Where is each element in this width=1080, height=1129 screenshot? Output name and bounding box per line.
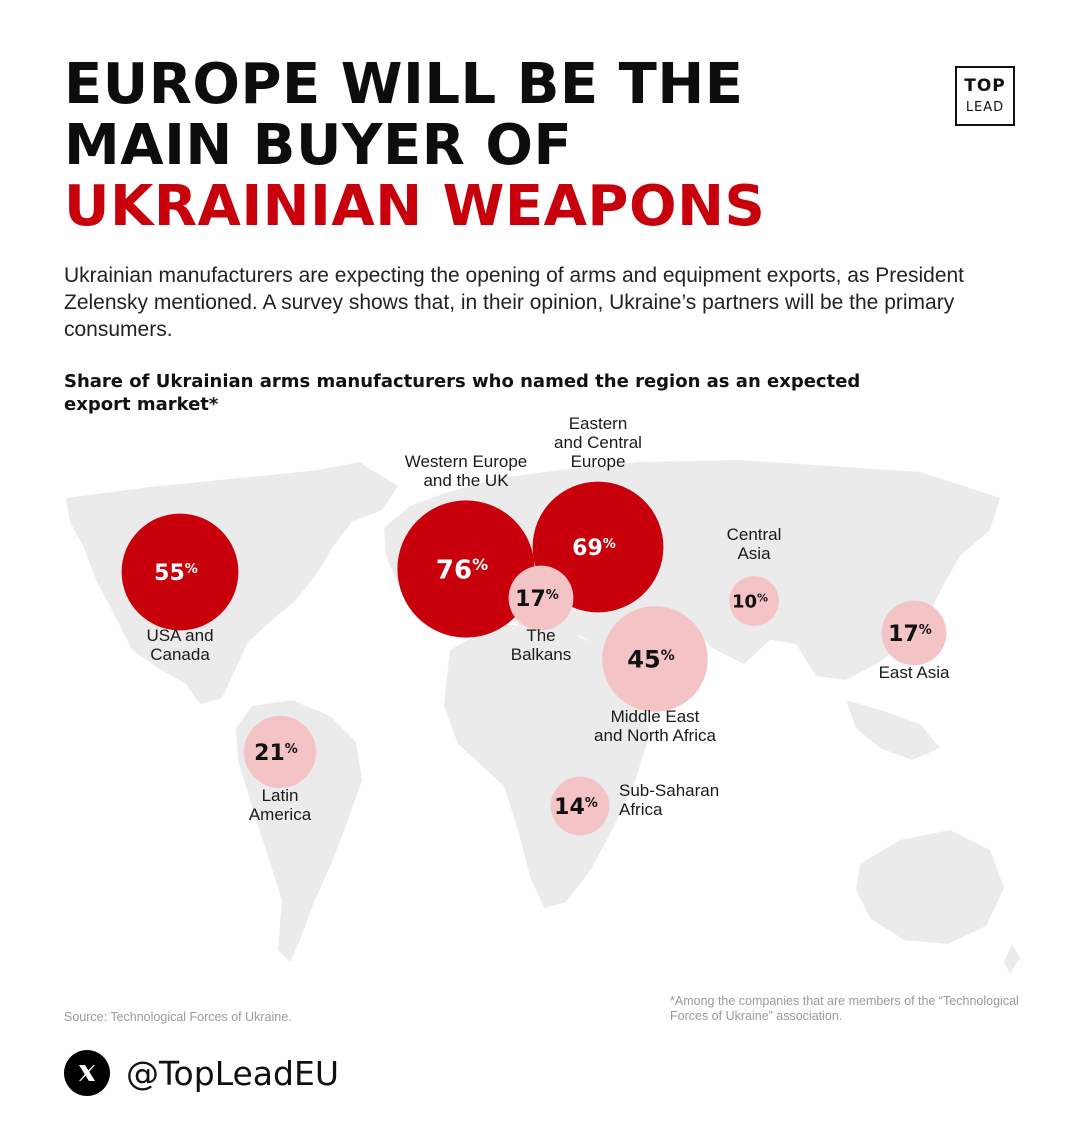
region-label-line: Canada [150, 645, 210, 664]
source-note: Source: Technological Forces of Ukraine. [64, 1010, 292, 1024]
region-label-line: America [249, 805, 312, 824]
greenland-shape [318, 462, 376, 496]
bubble-usa-and-canada [121, 513, 239, 631]
bubble-western-europe-and-the-uk [397, 500, 535, 638]
africa-shape [444, 624, 650, 908]
region-label-line: and North Africa [594, 726, 716, 745]
australia-shape [856, 830, 1004, 944]
logo-bottom-text: LEAD [965, 100, 1005, 115]
nz-shape [1004, 944, 1020, 974]
region-label-line: USA and [146, 626, 213, 645]
bubble-unit-central-asia: % [757, 592, 768, 605]
headline: EUROPE WILL BE THE MAIN BUYER OF UKRAINI… [64, 54, 765, 237]
region-label-latin-america: Latin America [249, 786, 312, 824]
region-label-line: Eastern [569, 414, 628, 433]
bubble-east-asia [881, 600, 947, 666]
region-label-usa-and-canada: USA and Canada [146, 626, 213, 664]
se-asia-shape [846, 700, 940, 760]
region-label-line: Sub-Saharan [619, 781, 719, 800]
footnote: *Among the companies that are members of… [670, 994, 1019, 1023]
region-label-line: East Asia [879, 663, 950, 682]
label-layer: USA and Canada Western Europe and the UK Eas… [146, 414, 950, 824]
headline-line-3: UKRAINIAN WEAPONS [64, 174, 766, 239]
region-label-line: Balkans [511, 645, 571, 664]
bubble-unit-latin-america: % [285, 742, 298, 757]
region-label-line: Europe [571, 452, 626, 471]
region-label-eastern-and-central-europe: Eastern and Central Europe [554, 414, 642, 471]
headline-line-1: EUROPE WILL BE THE [64, 52, 744, 117]
social-handle[interactable]: @TopLeadEU [126, 1053, 339, 1093]
bubble-unit-east-asia: % [919, 623, 932, 638]
region-label-east-asia: East Asia [879, 663, 950, 682]
bubble-central-asia [729, 576, 779, 626]
region-label-line: Middle East [611, 707, 700, 726]
region-label-line: The [526, 626, 555, 645]
headline-line-2: MAIN BUYER OF [64, 113, 573, 178]
bubble-layer: 55% 76%69%17% 10%45%17%21%14% [121, 481, 947, 836]
social-handle-block[interactable]: @TopLeadEU [64, 1050, 339, 1096]
region-label-the-balkans: The Balkans [511, 626, 571, 664]
toplead-logo: TOP LEAD [955, 66, 1015, 126]
logo-top-text: TOP [964, 76, 1006, 96]
bubble-middle-east-and-north-africa [602, 606, 708, 712]
region-label-line: Latin [262, 786, 299, 805]
region-label-central-asia: Central Asia [727, 525, 782, 563]
bubble-the-balkans [508, 565, 574, 631]
region-label-line: Africa [619, 800, 663, 819]
region-label-line: Central [727, 525, 782, 544]
chart-title: Share of Ukrainian arms manufacturers wh… [64, 371, 861, 415]
region-label-line: and Central [554, 433, 642, 452]
intro-paragraph: Ukrainian manufacturers are expecting th… [64, 264, 965, 341]
region-label-line: and the UK [423, 471, 509, 490]
bubble-unit-the-balkans: % [546, 588, 559, 603]
bubble-unit-usa-and-canada: % [185, 562, 198, 577]
bubble-unit-middle-east-and-north-africa: % [661, 648, 675, 664]
bubble-unit-eastern-and-central-europe: % [603, 537, 616, 552]
bubble-latin-america [243, 715, 317, 789]
region-label-line: Western Europe [405, 452, 528, 471]
region-label-sub-saharan-africa: Sub-Saharan Africa [619, 781, 719, 819]
bubble-unit-western-europe-and-the-uk: % [472, 555, 488, 574]
x-logo-icon[interactable] [64, 1050, 110, 1096]
region-label-middle-east-and-north-africa: Middle East and North Africa [594, 707, 716, 745]
bubble-sub-saharan-africa [550, 776, 610, 836]
bubble-unit-sub-saharan-africa: % [585, 796, 598, 811]
region-label-western-europe-and-the-uk: Western Europe and the UK [405, 452, 528, 490]
region-label-line: Asia [737, 544, 771, 563]
